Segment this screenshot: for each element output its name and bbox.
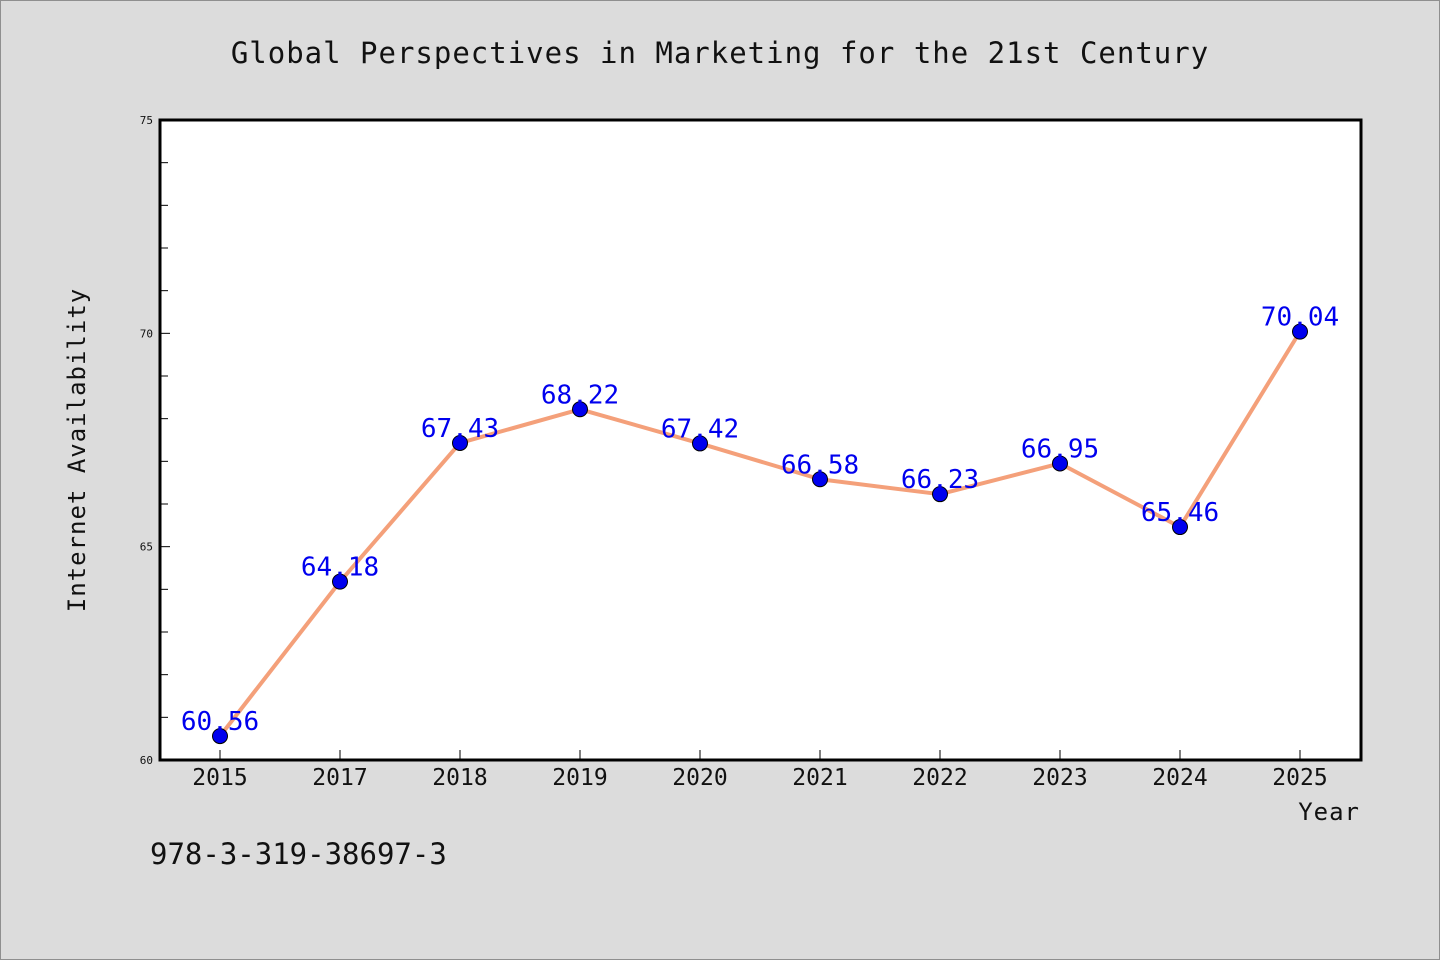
data-point — [452, 434, 468, 451]
x-tick-label: 2023 — [1032, 765, 1087, 791]
data-point — [212, 728, 228, 745]
data-point — [812, 471, 828, 488]
data-label: 66.23 — [901, 465, 979, 495]
x-tick-label: 2018 — [432, 765, 487, 791]
data-point — [692, 435, 708, 452]
data-label: 66.95 — [1021, 434, 1099, 464]
x-tick-label: 2017 — [312, 765, 367, 791]
data-point — [572, 401, 588, 418]
data-labels: 60.56 64.18 67.43 68.22 67.42 66.58 66.23 66.95… — [181, 303, 1339, 737]
x-axis-label: Year — [1298, 798, 1360, 826]
data-markers — [212, 323, 1308, 745]
x-tick-label: 2019 — [552, 765, 607, 791]
data-label: 70.04 — [1261, 303, 1339, 333]
data-point — [1172, 519, 1188, 536]
x-tick-label: 2020 — [672, 765, 727, 791]
plot-area — [158, 118, 1363, 762]
data-label: 65.46 — [1141, 498, 1219, 528]
data-label: 68.22 — [541, 380, 619, 410]
x-tick-label: 2022 — [912, 765, 967, 791]
x-tick-label: 2024 — [1152, 765, 1207, 791]
data-label: 60.56 — [181, 707, 259, 737]
data-point — [1292, 323, 1308, 340]
data-label: 64.18 — [301, 553, 379, 583]
y-tick-label: 65 — [140, 541, 153, 554]
chart-title: Global Perspectives in Marketing for the… — [231, 36, 1209, 70]
y-axis: 60 65 70 75 — [140, 114, 170, 767]
x-axis: 2015 2017 2018 2019 2020 2021 2022 2023 2024 2025 — [192, 750, 1328, 791]
y-tick-label: 70 — [140, 327, 153, 340]
y-tick-label: 75 — [140, 114, 153, 127]
series-line-group — [218, 329, 1302, 739]
x-tick-label: 2015 — [192, 765, 247, 791]
x-tick-label: 2025 — [1272, 765, 1327, 791]
x-tick-label: 2021 — [792, 765, 847, 791]
series-line — [218, 329, 1302, 739]
data-point — [932, 486, 948, 503]
data-label: 66.58 — [781, 450, 859, 480]
isbn-footer: 978-3-319-38697-3 — [150, 837, 447, 871]
data-point — [1052, 455, 1068, 472]
data-point — [332, 573, 348, 590]
y-axis-label: Internet Availability — [63, 288, 91, 612]
data-label: 67.43 — [421, 414, 499, 444]
data-label: 67.42 — [661, 414, 739, 444]
y-tick-label: 60 — [140, 754, 153, 767]
